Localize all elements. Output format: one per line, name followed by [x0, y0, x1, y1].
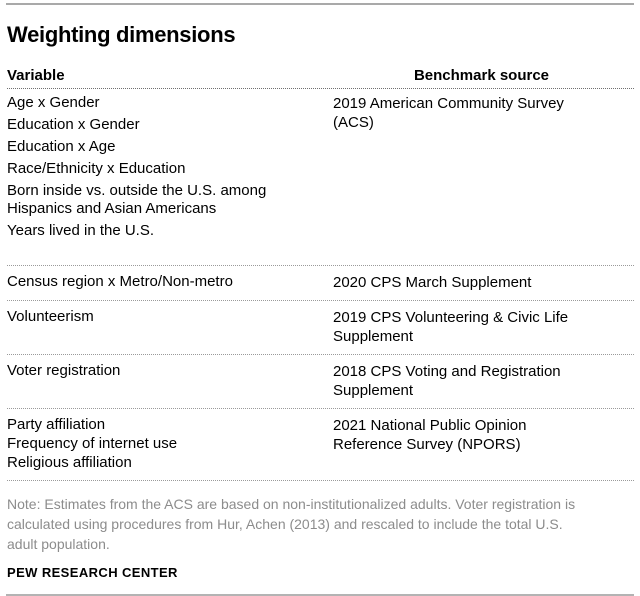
- variable-cell: Age x Gender Education x Gender Educatio…: [7, 94, 333, 240]
- variable-entry: Voter registration: [7, 362, 121, 379]
- benchmark-cell: 2018 CPS Voting and Registration Supplem…: [333, 363, 561, 399]
- variable-entry: Census region x Metro/Non-metro: [7, 273, 233, 290]
- variable-entry: Frequency of internet use: [7, 435, 178, 452]
- variable-entry: Education x Age: [7, 138, 116, 155]
- top-divider: [6, 3, 634, 5]
- benchmark-cell: 2019 CPS Volunteering & Civic Life Suppl…: [333, 309, 569, 345]
- variable-entry: Volunteerism: [7, 308, 94, 325]
- weighting-dimensions-card: Weighting dimensions Variable Benchmark …: [0, 3, 640, 596]
- variable-entry: Age x Gender: [7, 94, 100, 111]
- column-header-benchmark: Benchmark source: [413, 67, 550, 84]
- table-header-row: Variable Benchmark source: [7, 67, 634, 89]
- variable-entry: Religious affiliation: [7, 454, 132, 471]
- table-row: Age x Gender Education x Gender Educatio…: [7, 89, 634, 266]
- table-row: Volunteerism 2019 CPS Volunteering & Civ…: [7, 301, 634, 355]
- variable-entry: Born inside vs. outside the U.S. among H…: [7, 182, 267, 217]
- weighting-table: Variable Benchmark source Age x Gender E…: [7, 67, 634, 481]
- variable-cell: Volunteerism: [7, 308, 333, 346]
- column-header-variable: Variable: [7, 67, 65, 84]
- table-row: Voter registration 2018 CPS Voting and R…: [7, 355, 634, 409]
- table-row: Party affiliation Frequency of internet …: [7, 409, 634, 481]
- source-attribution: PEW RESEARCH CENTER: [7, 565, 178, 580]
- variable-cell: Census region x Metro/Non-metro: [7, 273, 333, 292]
- table-row: Census region x Metro/Non-metro 2020 CPS…: [7, 266, 634, 301]
- variable-entry: Race/Ethnicity x Education: [7, 160, 186, 177]
- variable-entry: Party affiliation: [7, 416, 106, 433]
- table-note: Note: Estimates from the ACS are based o…: [7, 496, 576, 552]
- benchmark-cell: 2020 CPS March Supplement: [333, 274, 532, 291]
- page-title: Weighting dimensions: [7, 22, 236, 47]
- benchmark-cell: 2019 American Community Survey (ACS): [333, 95, 564, 131]
- variable-entry: Education x Gender: [7, 116, 140, 133]
- variable-cell: Party affiliation Frequency of internet …: [7, 416, 333, 472]
- variable-cell: Voter registration: [7, 362, 333, 400]
- variable-entry: Years lived in the U.S.: [7, 222, 155, 239]
- benchmark-cell: 2021 National Public Opinion Reference S…: [333, 417, 527, 453]
